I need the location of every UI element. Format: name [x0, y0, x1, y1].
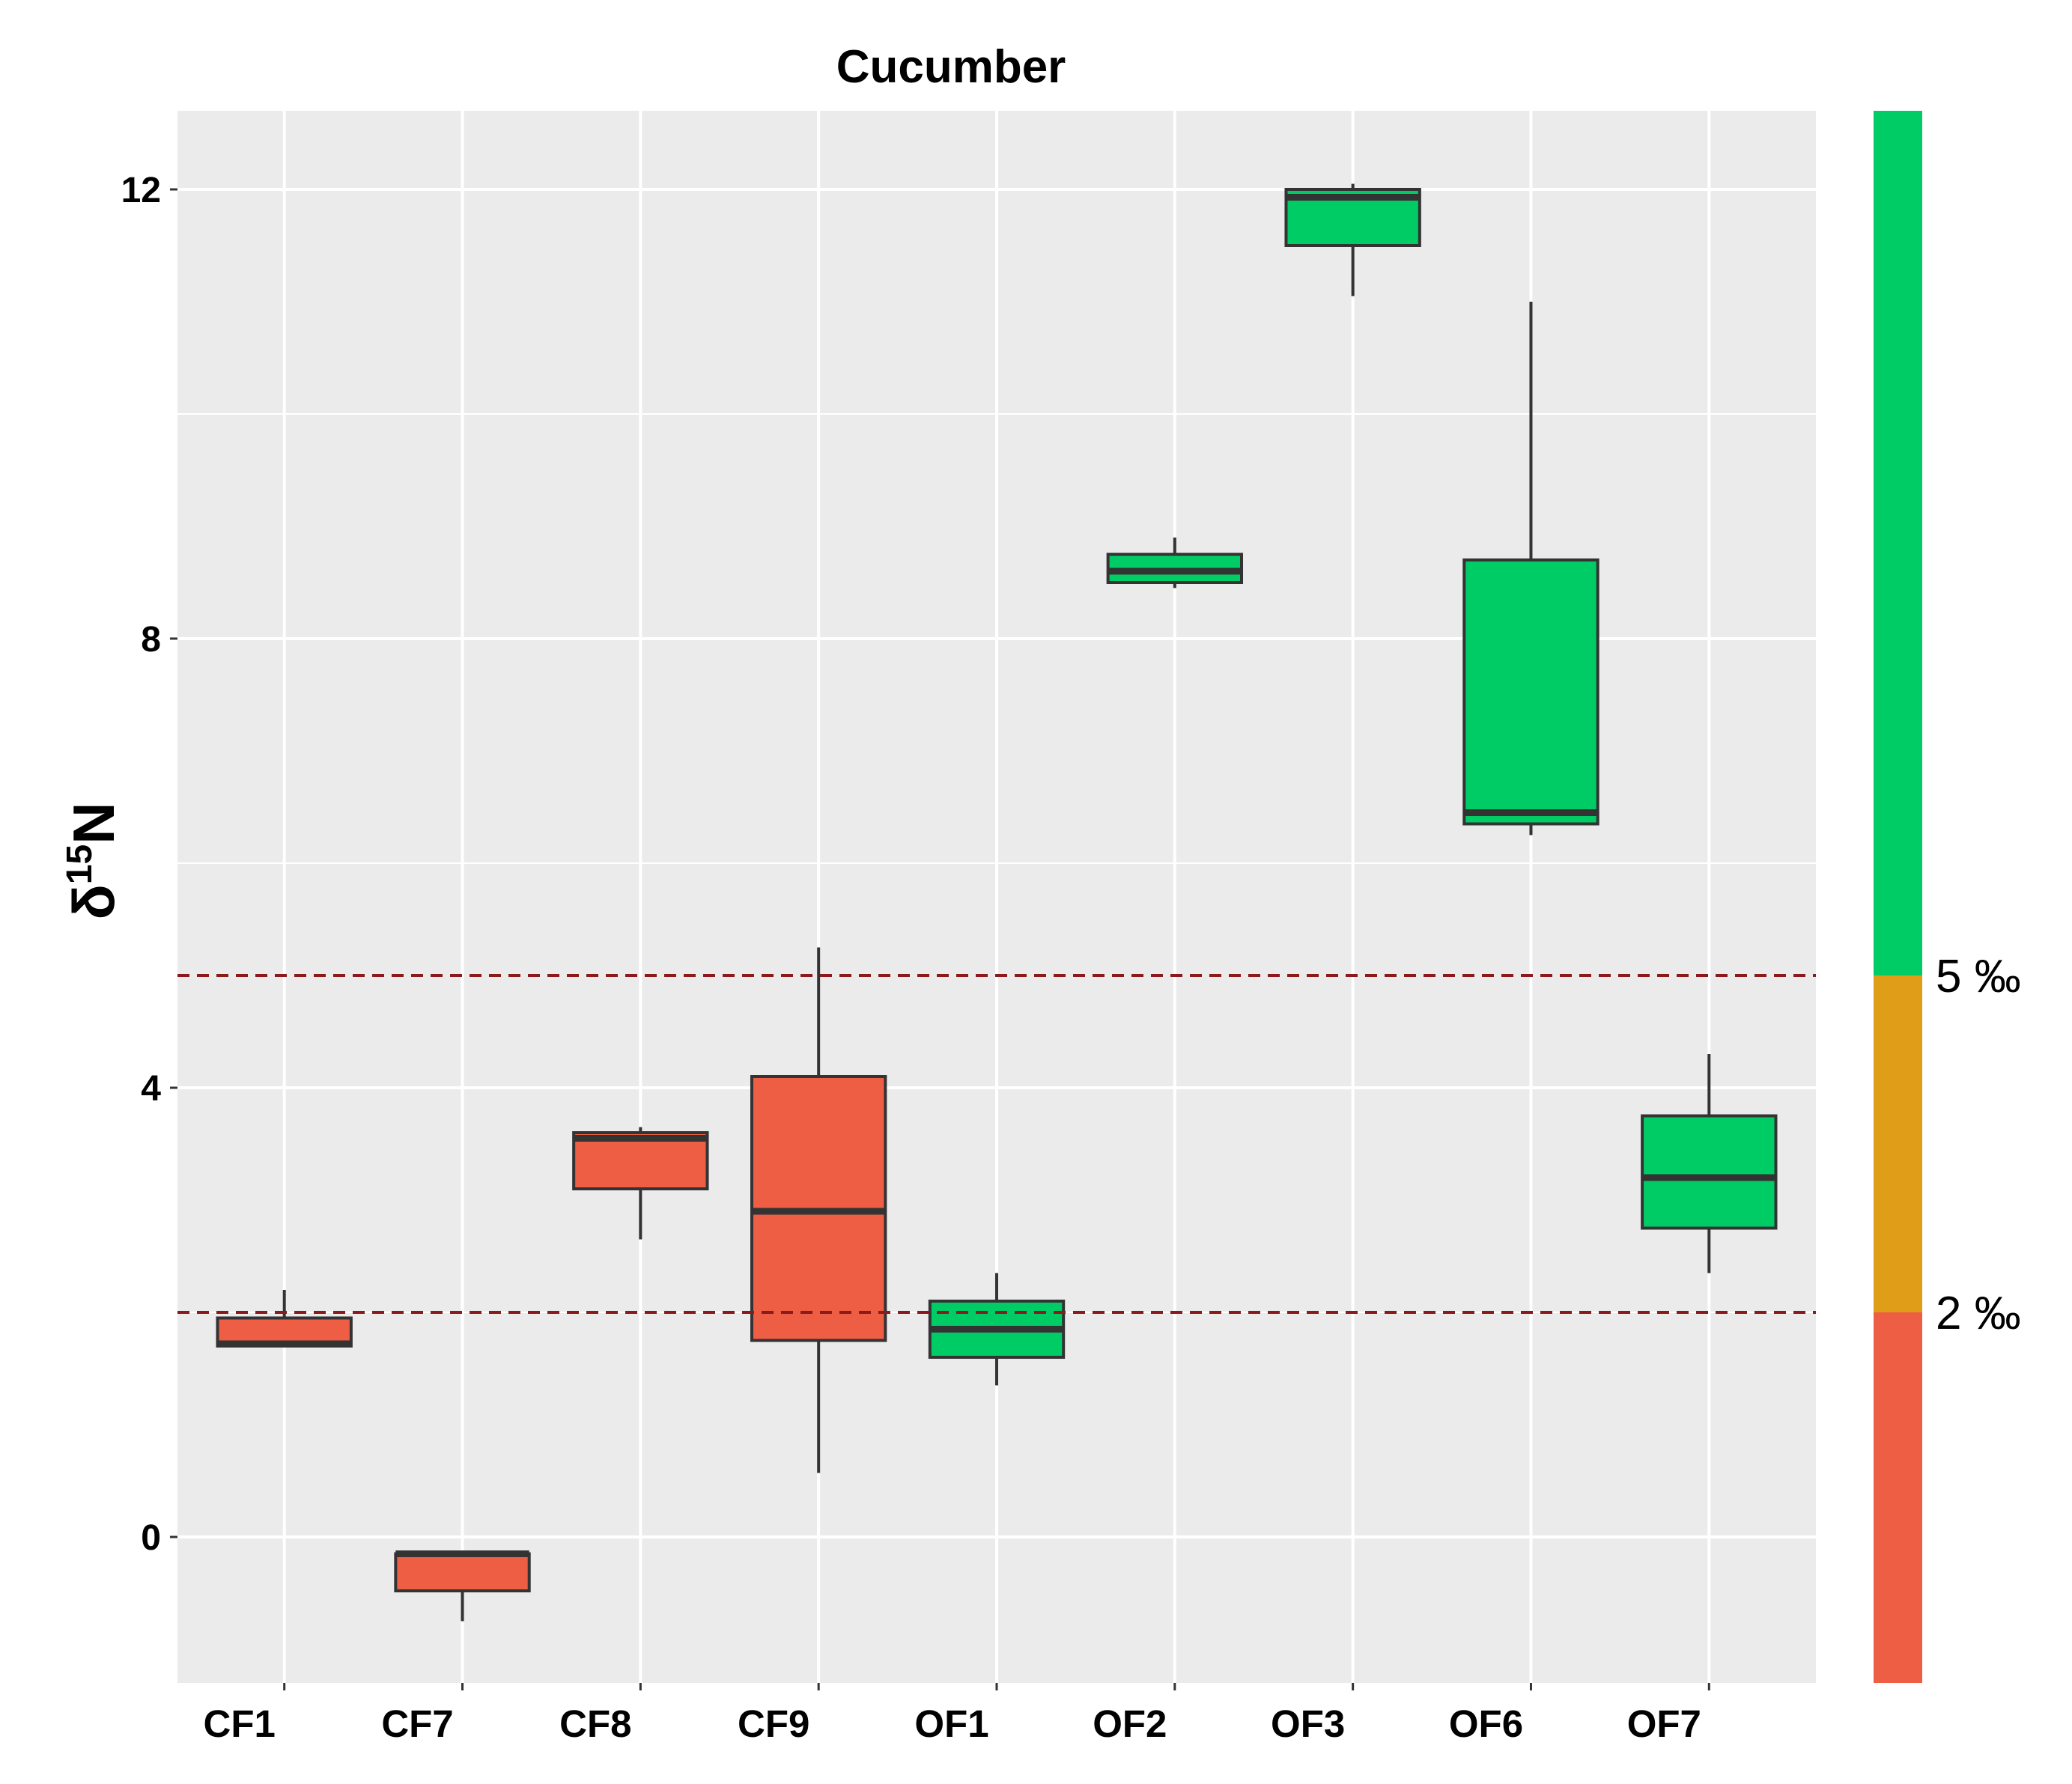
x-tick-label: OF6	[1449, 1702, 1523, 1745]
y-axis-label: δ15N	[60, 802, 127, 919]
color-bar: 2 ‰ 5 ‰	[1874, 111, 2021, 1683]
box-of3	[1284, 183, 1421, 296]
box-body	[1641, 1114, 1778, 1230]
y-tick-label: 0	[141, 1518, 161, 1558]
color-bar-label: 5 ‰	[1936, 951, 2021, 1002]
box-body	[572, 1131, 709, 1190]
color-bar-segment	[1874, 975, 1922, 1312]
x-tick-label: OF7	[1627, 1702, 1701, 1745]
x-tick-label: OF3	[1271, 1702, 1345, 1745]
y-axis-label-suffix: N	[61, 802, 127, 844]
box-cf1	[216, 1290, 353, 1348]
x-axis: CF1 CF7 CF8 CF9 OF1 OF2 OF3 OF6 OF7	[204, 1683, 1710, 1745]
color-bar-segment	[1874, 111, 1922, 975]
y-tick-label: 4	[141, 1069, 161, 1109]
box-of1	[928, 1273, 1066, 1386]
box-of7	[1641, 1054, 1778, 1273]
y-tick-label: 12	[121, 171, 161, 210]
box-body	[1462, 558, 1599, 826]
color-bar-segment	[1874, 1312, 1922, 1683]
x-tick-label: CF7	[381, 1702, 453, 1745]
x-tick-label: CF8	[559, 1702, 631, 1745]
x-tick-label: CF9	[738, 1702, 809, 1745]
box-cf8	[572, 1127, 709, 1240]
color-bar-label: 2 ‰	[1936, 1288, 2021, 1339]
box-of6	[1462, 302, 1599, 835]
x-tick-label: OF2	[1093, 1702, 1167, 1745]
reference-lines	[177, 974, 1816, 1314]
box-of2	[1106, 538, 1244, 588]
boxes	[216, 183, 1778, 1622]
chart-title: Cucumber	[836, 41, 1066, 93]
y-axis-label-superscript: 15	[60, 844, 100, 884]
x-tick-label: CF1	[204, 1702, 276, 1745]
y-axis-label-prefix: δ	[61, 884, 127, 919]
box-body	[394, 1552, 531, 1592]
y-tick-label: 8	[141, 620, 161, 660]
y-axis: 0 4 8 12	[121, 171, 177, 1558]
box-cf7	[394, 1550, 531, 1622]
box-cf9	[750, 947, 887, 1473]
grid-lines	[177, 111, 1816, 1683]
x-tick-label: OF1	[914, 1702, 988, 1745]
